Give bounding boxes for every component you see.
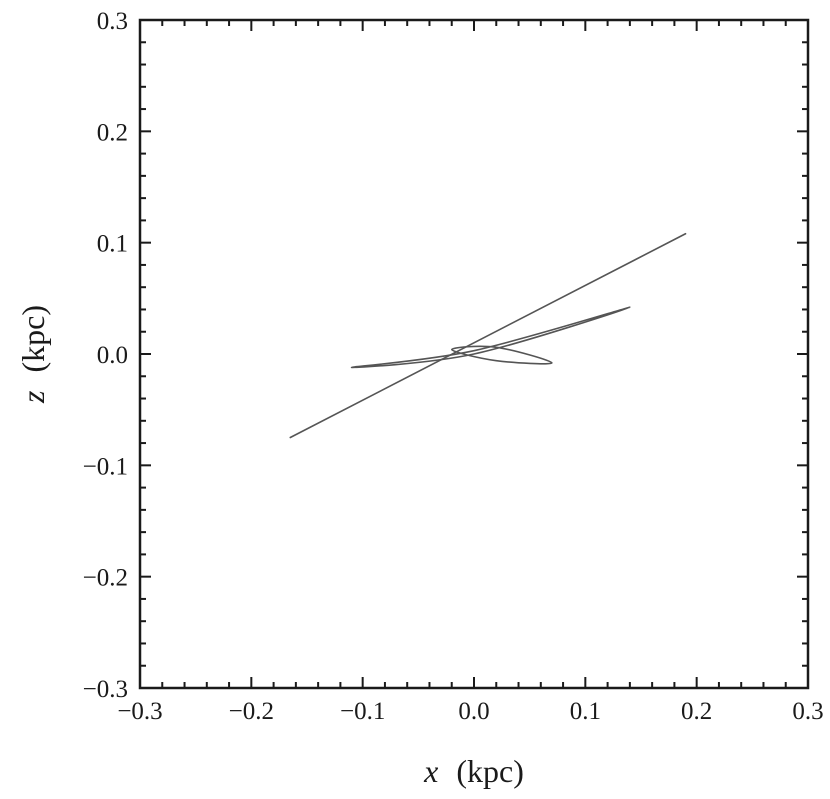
y-tick-label: 0.1 xyxy=(97,231,128,258)
x-tick-labels: −0.3 −0.2 −0.1 0.0 0.1 0.2 0.3 xyxy=(117,698,823,725)
x-tick-label: 0.0 xyxy=(458,698,489,725)
x-axis-title: x (kpc) xyxy=(423,753,524,789)
x-axis-unit: (kpc) xyxy=(456,753,524,789)
y-tick-label: 0.3 xyxy=(97,8,128,35)
x-tick-label: −0.3 xyxy=(117,698,162,725)
x-tick-label: −0.2 xyxy=(229,698,274,725)
y-tick-label: −0.3 xyxy=(83,676,128,703)
x-axis-variable: x xyxy=(423,753,438,789)
x-tick-label: 0.2 xyxy=(681,698,712,725)
x-tick-label: −0.1 xyxy=(340,698,385,725)
orbit-trace-1 xyxy=(289,232,687,439)
y-tick-label: 0.2 xyxy=(97,119,128,146)
y-tick-label: −0.2 xyxy=(83,565,128,592)
x-tick-label: 0.1 xyxy=(570,698,601,725)
y-axis-title: z (kpc) xyxy=(15,305,51,404)
y-tick-labels: −0.3 −0.2 −0.1 0.0 0.1 0.2 0.3 xyxy=(83,8,128,703)
plot-frame xyxy=(138,18,810,690)
orbit-trace-2 xyxy=(350,306,631,369)
orbit-trace-3 xyxy=(450,345,553,365)
y-axis-variable: z xyxy=(15,390,51,404)
x-tick-label: 0.3 xyxy=(792,698,823,725)
y-tick-label: 0.0 xyxy=(97,342,128,369)
y-axis-unit: (kpc) xyxy=(15,305,51,373)
y-tick-label: −0.1 xyxy=(83,453,128,480)
orbit-traces xyxy=(289,232,687,439)
